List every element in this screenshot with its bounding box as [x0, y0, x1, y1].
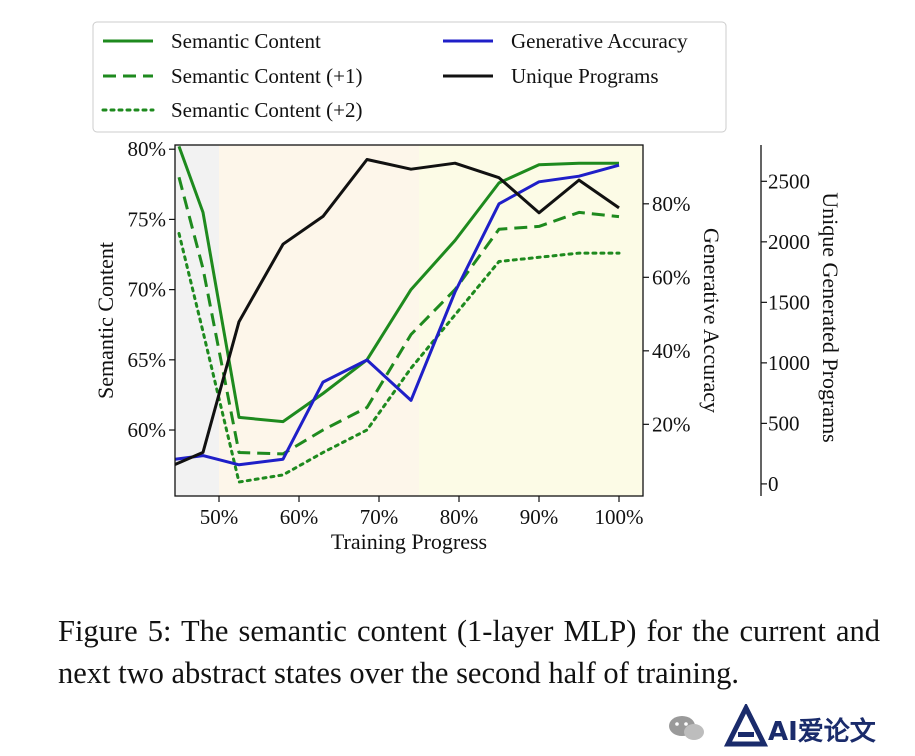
right-axis-2-label: Unique Generated Programs [818, 192, 843, 442]
legend: Semantic Content Semantic Content (+1) Sem… [92, 21, 727, 133]
legend-label: Semantic Content (+1) [171, 64, 362, 88]
wechat-icon [669, 716, 704, 740]
legend-box [92, 21, 727, 133]
x-tick-label: 50% [200, 505, 239, 529]
series-layer [175, 145, 621, 484]
x-tick-label: 70% [360, 505, 399, 529]
background-regions [175, 145, 643, 496]
right2-tick-label: 2500 [768, 169, 810, 193]
left-tick-label: 60% [128, 418, 167, 442]
legend-label: Semantic Content (+2) [171, 98, 362, 122]
x-tick-label: 80% [440, 505, 479, 529]
right1-tick-label: 80% [652, 192, 691, 216]
ai-logo-icon [723, 704, 769, 747]
left-axis: 60% 65% 70% 75% 80% [128, 137, 175, 442]
x-axis: 50% 60% 70% 80% 90% 100% [200, 496, 644, 529]
plot-frame [174, 144, 644, 497]
x-tick-label: 90% [520, 505, 559, 529]
right-axis-1-label: Generative Accuracy [699, 228, 724, 413]
left-tick-label: 70% [128, 278, 167, 302]
series-line-3 [177, 232, 621, 484]
right2-tick-label: 1500 [768, 290, 810, 314]
series-line-1 [177, 145, 619, 424]
x-tick-label: 60% [280, 505, 319, 529]
chart: 50% 60% 70% 80% 90% 100% 60% 65% 70% 75% 80% 20% 4… [92, 21, 843, 554]
right-axis-generative-accuracy: 20% 40% 60% 80% [643, 192, 691, 436]
right-axis-unique-programs: 0 500 1000 1500 2000 2500 [760, 145, 810, 496]
right2-tick-label: 500 [768, 411, 800, 435]
right1-tick-label: 20% [652, 412, 691, 436]
left-axis-label: Semantic Content [93, 242, 118, 399]
right1-tick-label: 40% [652, 339, 691, 363]
watermark-text: AI爱论文 [768, 716, 877, 747]
left-tick-label: 80% [128, 137, 167, 161]
x-axis-label: Training Progress [331, 529, 487, 554]
right1-tick-label: 60% [652, 265, 691, 289]
left-tick-label: 65% [128, 348, 167, 372]
right2-tick-label: 0 [768, 472, 779, 496]
shaded-region-3 [419, 145, 643, 496]
shaded-region-2 [219, 145, 419, 496]
series-line-2 [177, 176, 620, 456]
legend-label: Unique Programs [511, 64, 659, 88]
right2-tick-label: 2000 [768, 230, 810, 254]
legend-label: Semantic Content [171, 29, 321, 53]
left-tick-label: 75% [128, 207, 167, 231]
series-line-4 [175, 163, 620, 467]
figure-caption: Figure 5: The semantic content (1-layer … [58, 614, 880, 690]
right2-tick-label: 1000 [768, 351, 810, 375]
x-tick-label: 100% [595, 505, 644, 529]
legend-label: Generative Accuracy [511, 29, 688, 53]
watermark: AI爱论文 [669, 704, 877, 747]
series-line-5 [175, 158, 620, 466]
